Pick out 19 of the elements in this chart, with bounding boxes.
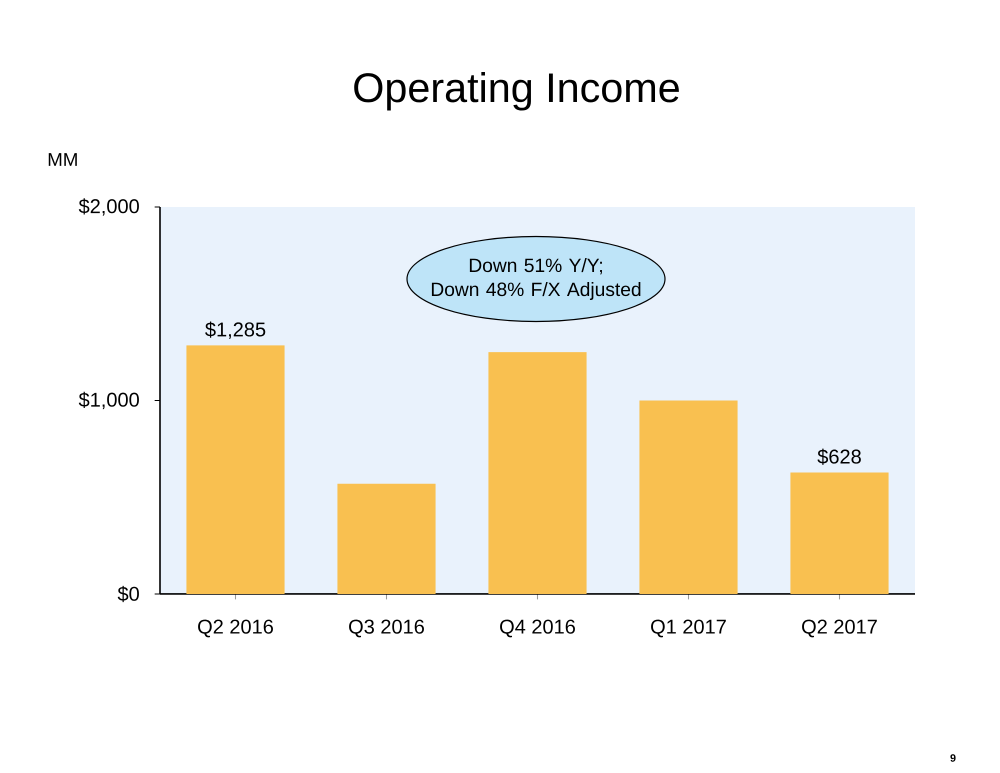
bar xyxy=(337,484,436,594)
x-tick-label: Q1 2017 xyxy=(651,620,726,638)
data-label: $628 xyxy=(817,448,861,465)
bar xyxy=(488,352,587,594)
bar xyxy=(186,345,285,594)
chart-title: Operating Income xyxy=(354,72,679,111)
annotation: Down 51% Y/Y; Down 48% F/X Adjusted xyxy=(432,258,640,300)
bar xyxy=(639,400,738,594)
data-label: $1,285 xyxy=(205,322,266,339)
text: 9 xyxy=(950,754,956,762)
x-tick-label: Q4 2016 xyxy=(500,620,575,638)
x-tick-label: Q2 2017 xyxy=(802,620,877,638)
bar xyxy=(790,472,889,594)
y-tick-label: $1,000 xyxy=(78,392,139,410)
y-axis-title: MM xyxy=(48,153,77,166)
y-tick-label: $2,000 xyxy=(78,198,139,216)
x-tick-label: Q2 2016 xyxy=(198,620,273,638)
x-tick-label: Q3 2016 xyxy=(349,620,424,638)
y-tick-label: $0 xyxy=(118,586,139,602)
